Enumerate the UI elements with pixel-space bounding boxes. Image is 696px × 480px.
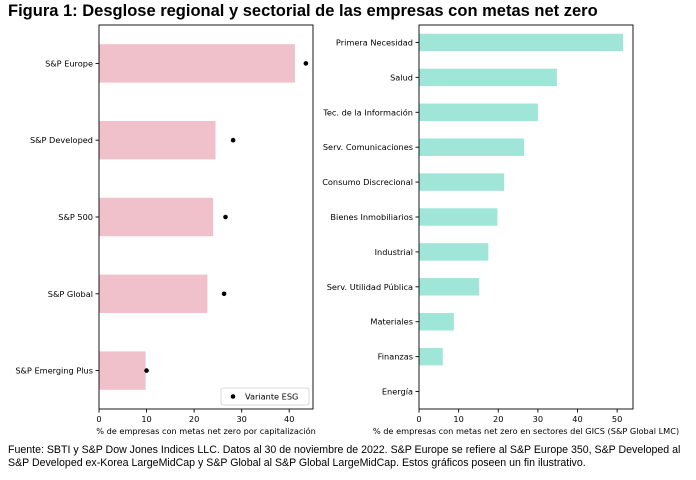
category-label: S&P Global xyxy=(48,289,93,299)
category-label: S&P 500 xyxy=(58,212,93,222)
x-tick-label: 10 xyxy=(453,414,463,424)
esg-point xyxy=(303,61,309,66)
x-axis-label: % de empresas con metas net zero por cap… xyxy=(96,426,316,436)
bar-s-p-500 xyxy=(99,197,214,237)
category-label: Serv. Utilidad Pública xyxy=(327,282,413,292)
bar-materiales xyxy=(419,313,454,331)
bar-industrial xyxy=(419,243,489,261)
bar-finanzas xyxy=(419,347,443,366)
category-label: Bienes Inmobiliarios xyxy=(330,212,413,222)
bar-s-p-global xyxy=(99,274,208,313)
plot-frame xyxy=(418,24,634,410)
x-tick-label: 0 xyxy=(96,414,101,424)
bar-tec-de-la-informaci-n xyxy=(419,103,538,121)
legend: Variante ESG xyxy=(220,387,310,406)
bar-bienes-inmobiliarios xyxy=(419,208,498,226)
x-axis-label: % de empresas con metas net zero en sect… xyxy=(373,426,679,436)
esg-point xyxy=(230,137,236,143)
category-label: Energía xyxy=(382,387,413,397)
bar-s-p-developed xyxy=(99,121,216,160)
figure-title: Figura 1: Desglose regional y sectorial … xyxy=(8,2,598,20)
category-label: Primera Necesidad xyxy=(336,37,413,47)
esg-point xyxy=(221,291,227,297)
source-footnote: Fuente: SBTI y S&P Dow Jones Indices LLC… xyxy=(8,444,681,469)
category-label: Salud xyxy=(390,72,413,82)
x-tick-label: 20 xyxy=(189,414,199,424)
legend-label: Variante ESG xyxy=(245,392,298,402)
x-tick-label: 40 xyxy=(284,414,294,424)
bar-s-p-europe xyxy=(99,44,295,83)
category-label: Tec. de la Información xyxy=(322,107,413,117)
x-tick-label: 30 xyxy=(236,414,246,424)
x-tick-label: 0 xyxy=(416,414,421,424)
category-label: Serv. Comunicaciones xyxy=(323,142,413,152)
sector-bar-chart: Primera Necesidad Salud Tec. de la Informa… xyxy=(322,24,679,436)
bar-salud xyxy=(419,68,557,87)
x-tick-label: 30 xyxy=(533,414,543,424)
category-label: S&P Europe xyxy=(45,58,93,68)
legend-marker xyxy=(230,394,236,399)
figure-charts: S&P Europe S&P Developed S&P 500 S&P Global… xyxy=(15,24,679,436)
category-label: S&P Developed xyxy=(30,135,93,145)
bar-serv-utilidad-p-blica xyxy=(419,278,480,296)
plot-frame xyxy=(98,24,314,410)
x-tick-label: 20 xyxy=(493,414,503,424)
x-tick-label: 50 xyxy=(612,414,622,424)
category-label: S&P Emerging Plus xyxy=(15,366,93,376)
legend-box xyxy=(220,387,310,406)
esg-point xyxy=(144,368,149,373)
bar-consumo-discrecional xyxy=(419,173,505,191)
bar-s-p-emerging-plus xyxy=(99,351,146,390)
category-label: Finanzas xyxy=(378,352,413,362)
category-label: Materiales xyxy=(370,317,413,327)
category-label: Consumo Discrecional xyxy=(322,177,413,187)
bar-primera-necesidad xyxy=(419,33,624,52)
esg-point xyxy=(223,214,228,220)
x-tick-label: 10 xyxy=(141,414,151,424)
x-tick-label: 40 xyxy=(572,414,582,424)
bar-serv-comunicaciones xyxy=(419,138,525,156)
category-label: Industrial xyxy=(375,247,413,257)
regional-bar-chart: S&P Europe S&P Developed S&P 500 S&P Global… xyxy=(15,24,316,436)
